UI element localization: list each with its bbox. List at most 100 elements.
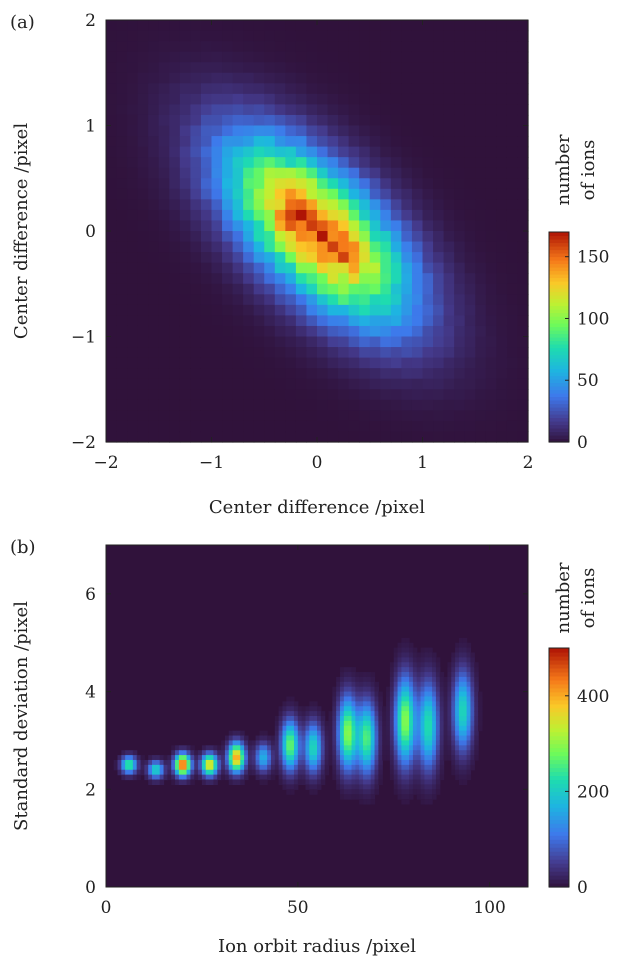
heatmap-cell (366, 730, 372, 737)
heatmap-cell (455, 706, 460, 712)
heatmap-cell (485, 178, 497, 190)
heatmap-cell (409, 745, 414, 751)
heatmap-cell (169, 431, 181, 443)
heatmap-cell (148, 410, 160, 422)
heatmap-cell (270, 764, 276, 771)
heatmap-cell (386, 750, 391, 756)
heatmap-cell (274, 420, 286, 433)
heatmap-cell (222, 315, 234, 327)
heatmap-cell (517, 178, 529, 190)
heatmap-cell (390, 167, 402, 179)
heatmap-cell (274, 764, 280, 771)
heatmap-cell (466, 667, 472, 673)
heatmap-cell (359, 735, 364, 742)
heatmap-cell (332, 755, 337, 761)
heatmap-cell (211, 325, 223, 338)
heatmap-cell (422, 283, 434, 295)
heatmap-cell (116, 125, 128, 137)
heatmap-cell (190, 769, 195, 776)
heatmap-cell (347, 789, 353, 795)
heatmap-cell (390, 315, 402, 327)
heatmap-cell (485, 157, 497, 169)
heatmap-cell (221, 769, 226, 776)
heatmap-cell (485, 51, 497, 63)
heatmap-cell (232, 262, 244, 274)
heatmap-cell (148, 20, 160, 32)
heatmap-cell (297, 730, 303, 737)
heatmap-cell (474, 735, 479, 742)
heatmap-cell (327, 389, 339, 401)
heatmap-cell (274, 178, 286, 190)
heatmap-cell (397, 691, 402, 698)
heatmap-cell (390, 125, 402, 137)
heatmap-cell (458, 720, 464, 727)
heatmap-cell (451, 755, 456, 761)
heatmap-cell (348, 72, 360, 84)
heatmap-cell (475, 167, 487, 179)
heatmap-cell (416, 784, 422, 790)
heatmap-cell (169, 231, 181, 243)
heatmap-cell (428, 735, 433, 742)
heatmap-cell (305, 769, 310, 776)
heatmap-cell (297, 779, 303, 785)
heatmap-cell (475, 104, 487, 116)
heatmap-cell (274, 720, 280, 727)
heatmap-cell (171, 764, 176, 771)
heatmap-cell (179, 72, 191, 84)
heatmap-cell (232, 209, 244, 222)
colorbar-segment (549, 316, 569, 321)
heatmap-cell (359, 167, 371, 179)
heatmap-cell (517, 83, 529, 95)
heatmap-cell (369, 41, 381, 53)
heatmap-cell (496, 378, 508, 390)
heatmap-cell (295, 283, 308, 295)
heatmap-cell (116, 431, 128, 443)
heatmap-cell (274, 62, 286, 74)
heatmap-cell (455, 676, 460, 683)
heatmap-cell (127, 431, 139, 443)
heatmap-cell (152, 764, 157, 771)
heatmap-cell (253, 294, 265, 306)
heatmap-cell (190, 104, 202, 116)
heatmap-cell (301, 759, 307, 766)
heatmap-cell (443, 420, 455, 433)
heatmap-cell (137, 30, 149, 42)
heatmap-cell (158, 347, 170, 359)
heatmap-cell (127, 325, 139, 338)
heatmap-cell (517, 315, 529, 327)
heatmap-cell (263, 740, 268, 746)
heatmap-cell (228, 750, 234, 756)
heatmap-cell (369, 273, 381, 285)
heatmap-cell (327, 241, 339, 253)
heatmap-cell (236, 735, 241, 742)
heatmap-cell (338, 104, 350, 116)
heatmap-cell (148, 304, 160, 316)
heatmap-cell (359, 146, 371, 158)
heatmap-cell (416, 759, 422, 766)
heatmap-cell (443, 241, 455, 253)
heatmap-cell (424, 784, 429, 790)
heatmap-cell (355, 681, 360, 688)
heatmap-cell (328, 725, 333, 732)
heatmap-cell (432, 696, 437, 702)
heatmap-cell (327, 125, 339, 137)
heatmap-cell (317, 410, 329, 422)
heatmap-cell (428, 667, 433, 673)
heatmap-cell (386, 735, 391, 742)
heatmap-cell (137, 325, 149, 338)
heatmap-cell (485, 389, 497, 401)
heatmap-cell (369, 304, 381, 316)
heatmap-cell (327, 136, 339, 148)
heatmap-cell (240, 759, 245, 766)
heatmap-cell (340, 725, 345, 732)
heatmap-cell (393, 725, 399, 732)
heatmap-cell (295, 347, 308, 359)
heatmap-cell (243, 20, 255, 32)
colorbar-segment (549, 775, 569, 781)
heatmap-cell (232, 72, 244, 84)
heatmap-cell (338, 62, 350, 74)
heatmap-cell (390, 252, 402, 264)
heatmap-cell (295, 304, 308, 316)
heatmap-cell (374, 759, 379, 766)
heatmap-cell (401, 178, 413, 190)
